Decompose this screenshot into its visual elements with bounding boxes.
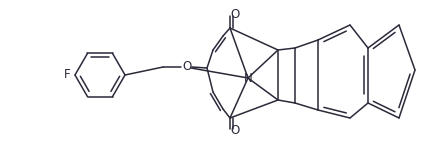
Text: N: N [244, 71, 253, 84]
Text: O: O [182, 60, 192, 73]
Text: O: O [231, 125, 239, 137]
Text: O: O [231, 7, 239, 20]
Text: F: F [64, 69, 70, 81]
